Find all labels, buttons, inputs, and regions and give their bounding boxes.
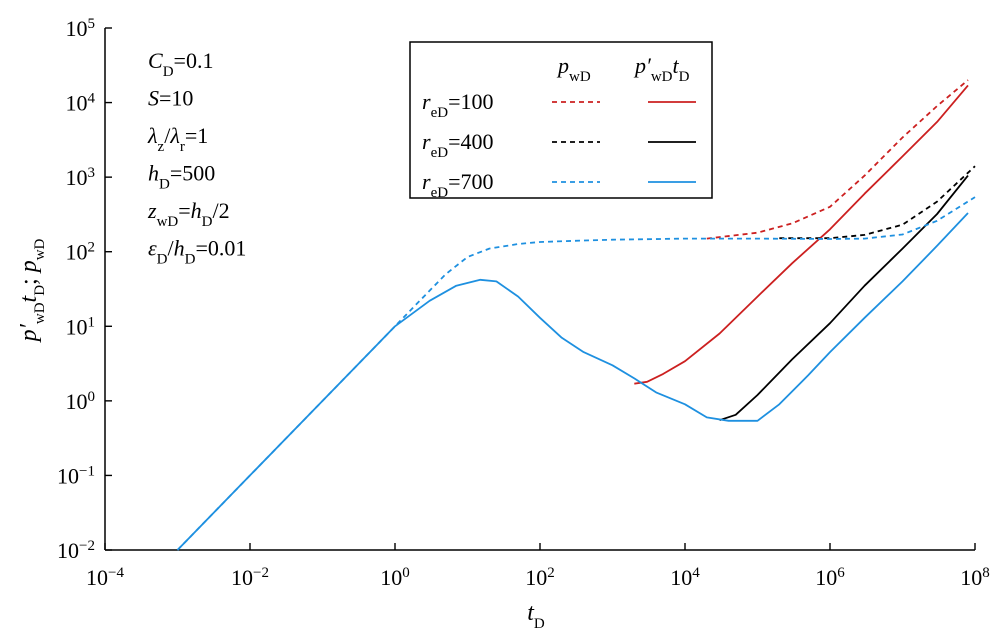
- x-tick-label: 102: [525, 565, 555, 590]
- series-line-pwD-0: [706, 79, 969, 240]
- parameter-annotation: λz/λr=1: [147, 123, 208, 155]
- x-tick-label: 100: [380, 565, 410, 590]
- y-tick-label: 101: [66, 314, 96, 339]
- parameter-annotation: zwD=hD/2: [147, 198, 230, 230]
- y-tick-label: 103: [66, 165, 96, 190]
- annotations: CD=0.1 S=10 λz/λr=1 hD=500 zwD=hD/2 εD/hD=0.0…: [147, 48, 246, 268]
- x-tick-label: 10−2: [231, 565, 269, 590]
- x-tick-label: 104: [670, 565, 700, 590]
- series-group: [176, 79, 976, 551]
- y-axis-title: p′wDtD; pwD: [16, 238, 48, 343]
- series-line-derivative-2: [176, 212, 969, 551]
- legend-header-pwd: pwD: [556, 53, 591, 85]
- legend-box: [409, 41, 713, 199]
- legend: pwD p′wDtD reD=100 reD=400 reD=700: [409, 41, 713, 201]
- parameter-annotation: CD=0.1: [148, 48, 213, 80]
- y-tick-label: 105: [66, 16, 96, 41]
- parameter-annotation: hD=500: [148, 161, 215, 193]
- legend-entry-label: reD=700: [422, 169, 493, 201]
- legend-entry-label: reD=100: [422, 89, 493, 121]
- y-tick-label: 100: [66, 389, 96, 414]
- parameter-annotation: εD/hD=0.01: [148, 236, 246, 268]
- x-tick-label: 106: [815, 565, 845, 590]
- x-tick-label: 108: [960, 565, 990, 590]
- x-axis-title: tD: [527, 600, 545, 632]
- axis-titles: tD p′wDtD; pwD: [16, 238, 545, 632]
- y-tick-label: 104: [66, 91, 96, 116]
- series-line-pwD-1: [779, 165, 976, 240]
- legend-header-derivative: p′wDtD: [633, 53, 690, 85]
- parameter-annotation: S=10: [148, 86, 193, 111]
- y-tick-label: 10−1: [57, 463, 95, 488]
- series-line-derivative-0: [634, 84, 969, 385]
- ticks: 10−4 10−2 100 102 104 106 10810−210−1100101102…: [57, 16, 990, 590]
- x-tick-label: 10−4: [86, 565, 124, 590]
- y-tick-label: 102: [66, 240, 96, 265]
- series-line-pwD-2: [176, 196, 976, 551]
- y-tick-label: 10−2: [57, 538, 95, 563]
- legend-entry-label: reD=400: [422, 129, 493, 161]
